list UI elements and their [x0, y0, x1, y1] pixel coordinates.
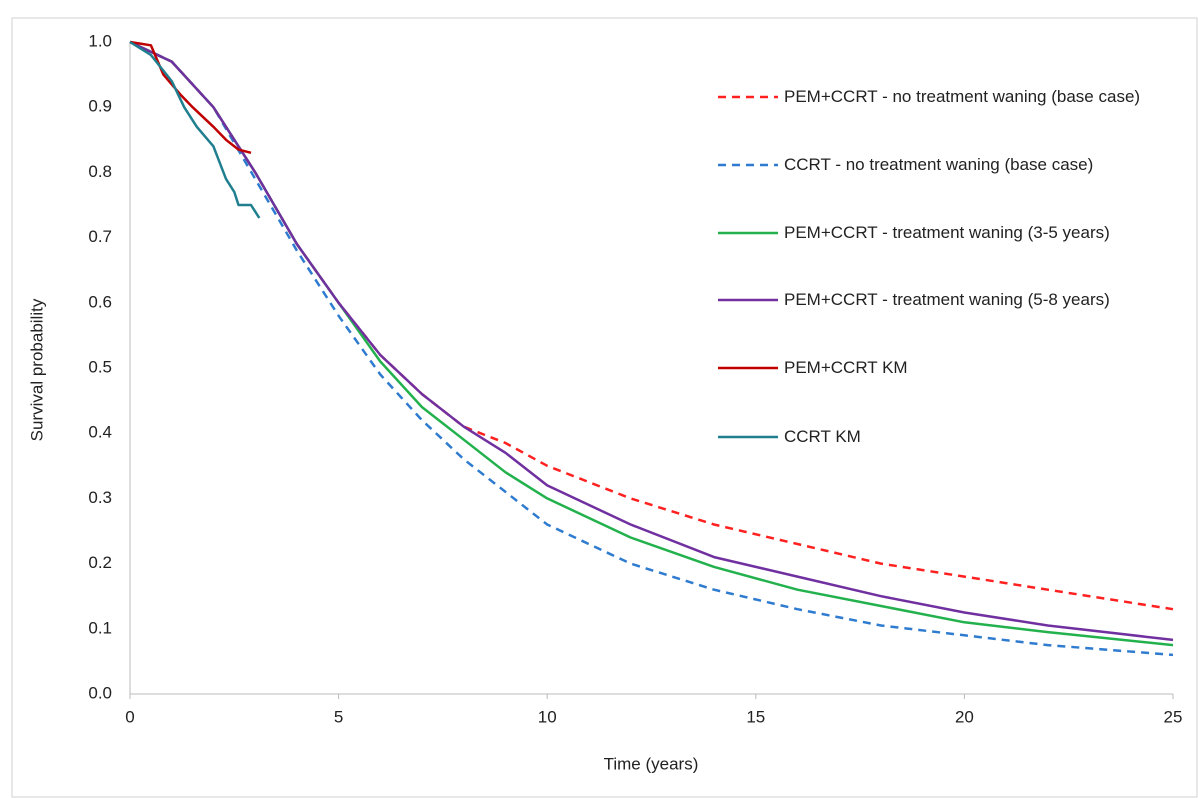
- y-tick-label: 0.6: [88, 292, 112, 311]
- y-tick-label: 0.3: [88, 488, 112, 507]
- y-tick-label: 0.7: [88, 227, 112, 246]
- legend-label: PEM+CCRT - treatment waning (3-5 years): [784, 223, 1110, 242]
- y-tick-label: 0.4: [88, 423, 112, 442]
- legend-label: PEM+CCRT KM: [784, 358, 908, 377]
- series-line: [129, 40, 1174, 611]
- chart-frame: [11, 17, 1198, 798]
- series-line: [129, 40, 1174, 642]
- y-tick-label: 0.5: [88, 357, 112, 376]
- legend-label: PEM+CCRT - treatment waning (5-8 years): [784, 290, 1110, 309]
- y-tick-label: 0.8: [88, 162, 112, 181]
- y-tick-label: 0.1: [88, 618, 112, 637]
- x-tick-label: 25: [1164, 707, 1183, 726]
- x-tick-label: 20: [955, 707, 974, 726]
- x-tick-label: 0: [125, 707, 134, 726]
- series-line: [129, 40, 252, 155]
- series-line: [129, 40, 1174, 647]
- y-tick-label: 1.0: [88, 31, 112, 50]
- legend-label: PEM+CCRT - no treatment waning (base cas…: [784, 87, 1141, 106]
- y-tick-label: 0.2: [88, 553, 112, 572]
- y-tick-label: 0.9: [88, 97, 112, 116]
- x-tick-label: 5: [334, 707, 343, 726]
- series-line: [129, 40, 1174, 657]
- x-tick-label: 15: [746, 707, 765, 726]
- legend-label: CCRT KM: [784, 427, 861, 446]
- legend-label: CCRT - no treatment waning (base case): [784, 155, 1094, 174]
- series-line: [129, 40, 261, 219]
- x-tick-label: 10: [538, 707, 557, 726]
- y-axis-label: Survival probability: [27, 298, 46, 441]
- y-tick-label: 0.0: [88, 683, 112, 702]
- x-axis-label: Time (years): [604, 754, 699, 773]
